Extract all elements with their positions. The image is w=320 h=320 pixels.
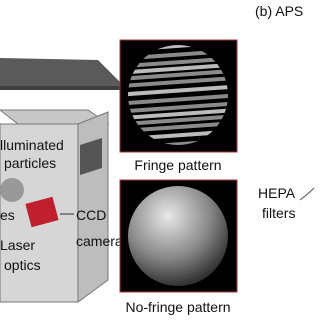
- fringe-stripe: [128, 62, 228, 75]
- no-fringe-disk: [128, 186, 228, 286]
- label: lluminated: [0, 137, 64, 153]
- slab-edge: [0, 86, 124, 90]
- fringe-stripe: [128, 129, 228, 141]
- fringe-stripe: [128, 93, 228, 106]
- fringe-stripe: [128, 56, 228, 69]
- lens: [0, 178, 24, 202]
- ccd-camera: [25, 196, 59, 228]
- panel-label: (b) APS: [255, 3, 303, 19]
- fringe-stripe: [128, 114, 228, 126]
- fringe-stripe: [128, 101, 228, 114]
- label: Laser: [0, 237, 35, 253]
- fringe-stripe: [128, 108, 228, 120]
- label: CCD: [76, 207, 106, 223]
- label: filters: [262, 205, 295, 221]
- label: camera: [76, 233, 123, 249]
- label: optics: [4, 257, 41, 273]
- label: particles: [4, 155, 56, 171]
- fringe-stripe: [128, 84, 228, 97]
- window: [80, 138, 102, 175]
- caption: Fringe pattern: [134, 157, 221, 173]
- fringe-stripe: [128, 76, 228, 88]
- fringe-stripe: [128, 120, 228, 133]
- pointer: [299, 187, 315, 201]
- slab: [0, 58, 124, 86]
- fringe-stripe: [128, 68, 228, 81]
- label: HEPA: [258, 185, 296, 201]
- caption: No-fringe pattern: [125, 299, 230, 315]
- label: es: [0, 207, 15, 223]
